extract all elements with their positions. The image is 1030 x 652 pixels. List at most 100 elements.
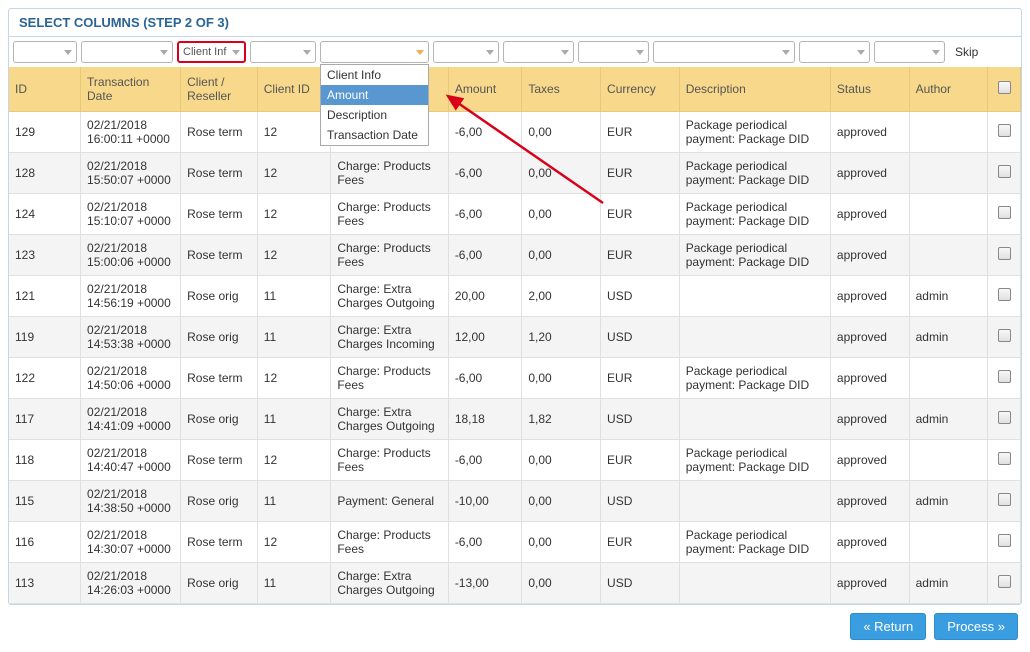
- cell-id: 122: [9, 358, 81, 399]
- cell-currency: EUR: [601, 194, 680, 235]
- select-columns-panel: SELECT COLUMNS (STEP 2 OF 3) Client InfC…: [8, 8, 1022, 605]
- cell-currency: EUR: [601, 440, 680, 481]
- row-checkbox-cell: [988, 440, 1021, 481]
- table-row: 11902/21/2018 14:53:38 +0000Rose orig11C…: [9, 317, 1021, 358]
- cell-author: [909, 522, 988, 563]
- process-button[interactable]: Process »: [934, 613, 1018, 640]
- cell-date: 02/21/2018 14:38:50 +0000: [81, 481, 181, 522]
- cell-id: 124: [9, 194, 81, 235]
- row-checkbox-cell: [988, 522, 1021, 563]
- row-checkbox[interactable]: [998, 575, 1011, 588]
- cell-desc: [679, 399, 830, 440]
- table-row: 12802/21/2018 15:50:07 +0000Rose term12C…: [9, 153, 1021, 194]
- column-filter-7[interactable]: [578, 41, 649, 63]
- cell-currency: USD: [601, 399, 680, 440]
- column-filter-8[interactable]: [653, 41, 795, 63]
- cell-client: Rose orig: [181, 276, 258, 317]
- cell-date: 02/21/2018 14:26:03 +0000: [81, 563, 181, 604]
- dropdown-option[interactable]: Description: [321, 105, 428, 125]
- row-checkbox-cell: [988, 153, 1021, 194]
- cell-amount: -6,00: [448, 358, 522, 399]
- cell-status: approved: [830, 194, 909, 235]
- column-filter-6[interactable]: [503, 41, 574, 63]
- row-checkbox-cell: [988, 112, 1021, 153]
- cell-author: [909, 112, 988, 153]
- row-checkbox[interactable]: [998, 452, 1011, 465]
- column-header: Amount: [448, 67, 522, 112]
- cell-date: 02/21/2018 14:40:47 +0000: [81, 440, 181, 481]
- cell-taxes: 1,82: [522, 399, 601, 440]
- cell-taxes: 0,00: [522, 440, 601, 481]
- cell-event: Charge: Extra Charges Incoming: [331, 317, 448, 358]
- cell-currency: EUR: [601, 153, 680, 194]
- cell-status: approved: [830, 153, 909, 194]
- filter-text: Client Inf: [183, 46, 228, 58]
- row-checkbox[interactable]: [998, 247, 1011, 260]
- column-filter-0[interactable]: [13, 41, 77, 63]
- cell-desc: Package periodical payment: Package DID: [679, 235, 830, 276]
- row-checkbox[interactable]: [998, 534, 1011, 547]
- cell-currency: EUR: [601, 112, 680, 153]
- table-row: 12102/21/2018 14:56:19 +0000Rose orig11C…: [9, 276, 1021, 317]
- filter-dropdown: Client InfoAmountDescriptionTransaction …: [320, 64, 429, 146]
- row-checkbox-cell: [988, 276, 1021, 317]
- cell-id: 119: [9, 317, 81, 358]
- chevron-down-icon: [64, 50, 72, 55]
- cell-currency: USD: [601, 481, 680, 522]
- column-filter-9[interactable]: [799, 41, 870, 63]
- cell-client_id: 12: [257, 522, 331, 563]
- column-filter-5[interactable]: [433, 41, 499, 63]
- row-checkbox[interactable]: [998, 329, 1011, 342]
- cell-desc: Package periodical payment: Package DID: [679, 153, 830, 194]
- table-row: 12302/21/2018 15:00:06 +0000Rose term12C…: [9, 235, 1021, 276]
- cell-amount: -6,00: [448, 522, 522, 563]
- cell-currency: USD: [601, 276, 680, 317]
- cell-taxes: 0,00: [522, 481, 601, 522]
- row-checkbox[interactable]: [998, 370, 1011, 383]
- dropdown-option[interactable]: Amount: [321, 85, 428, 105]
- column-filter-3[interactable]: [250, 41, 316, 63]
- column-header: Description: [679, 67, 830, 112]
- cell-client: Rose term: [181, 194, 258, 235]
- cell-date: 02/21/2018 15:10:07 +0000: [81, 194, 181, 235]
- dropdown-option[interactable]: Client Info: [321, 65, 428, 85]
- column-filter-2[interactable]: Client Inf: [177, 41, 246, 63]
- cell-status: approved: [830, 563, 909, 604]
- chevron-down-icon: [303, 50, 311, 55]
- cell-event: Charge: Extra Charges Outgoing: [331, 276, 448, 317]
- column-header: Taxes: [522, 67, 601, 112]
- row-checkbox[interactable]: [998, 124, 1011, 137]
- row-checkbox[interactable]: [998, 288, 1011, 301]
- cell-id: 115: [9, 481, 81, 522]
- row-checkbox[interactable]: [998, 411, 1011, 424]
- cell-client: Rose term: [181, 235, 258, 276]
- column-filter-4[interactable]: Client InfoAmountDescriptionTransaction …: [320, 41, 429, 63]
- cell-client_id: 11: [257, 317, 331, 358]
- column-filter-10[interactable]: [874, 41, 945, 63]
- table-row: 11802/21/2018 14:40:47 +0000Rose term12C…: [9, 440, 1021, 481]
- row-checkbox[interactable]: [998, 206, 1011, 219]
- cell-event: Charge: Products Fees: [331, 522, 448, 563]
- cell-id: 121: [9, 276, 81, 317]
- cell-status: approved: [830, 522, 909, 563]
- column-header: Author: [909, 67, 988, 112]
- dropdown-option[interactable]: Transaction Date: [321, 125, 428, 145]
- cell-status: approved: [830, 276, 909, 317]
- cell-taxes: 0,00: [522, 563, 601, 604]
- row-checkbox[interactable]: [998, 493, 1011, 506]
- row-checkbox[interactable]: [998, 165, 1011, 178]
- cell-desc: [679, 563, 830, 604]
- cell-client_id: 11: [257, 481, 331, 522]
- column-header: [988, 67, 1021, 112]
- row-checkbox-cell: [988, 317, 1021, 358]
- return-button[interactable]: « Return: [850, 613, 926, 640]
- cell-client_id: 12: [257, 358, 331, 399]
- cell-client: Rose term: [181, 440, 258, 481]
- column-filter-1[interactable]: [81, 41, 173, 63]
- select-all-checkbox[interactable]: [998, 81, 1011, 94]
- chevron-down-icon: [857, 50, 865, 55]
- cell-event: Charge: Products Fees: [331, 153, 448, 194]
- cell-author: admin: [909, 481, 988, 522]
- cell-client: Rose orig: [181, 563, 258, 604]
- cell-date: 02/21/2018 14:50:06 +0000: [81, 358, 181, 399]
